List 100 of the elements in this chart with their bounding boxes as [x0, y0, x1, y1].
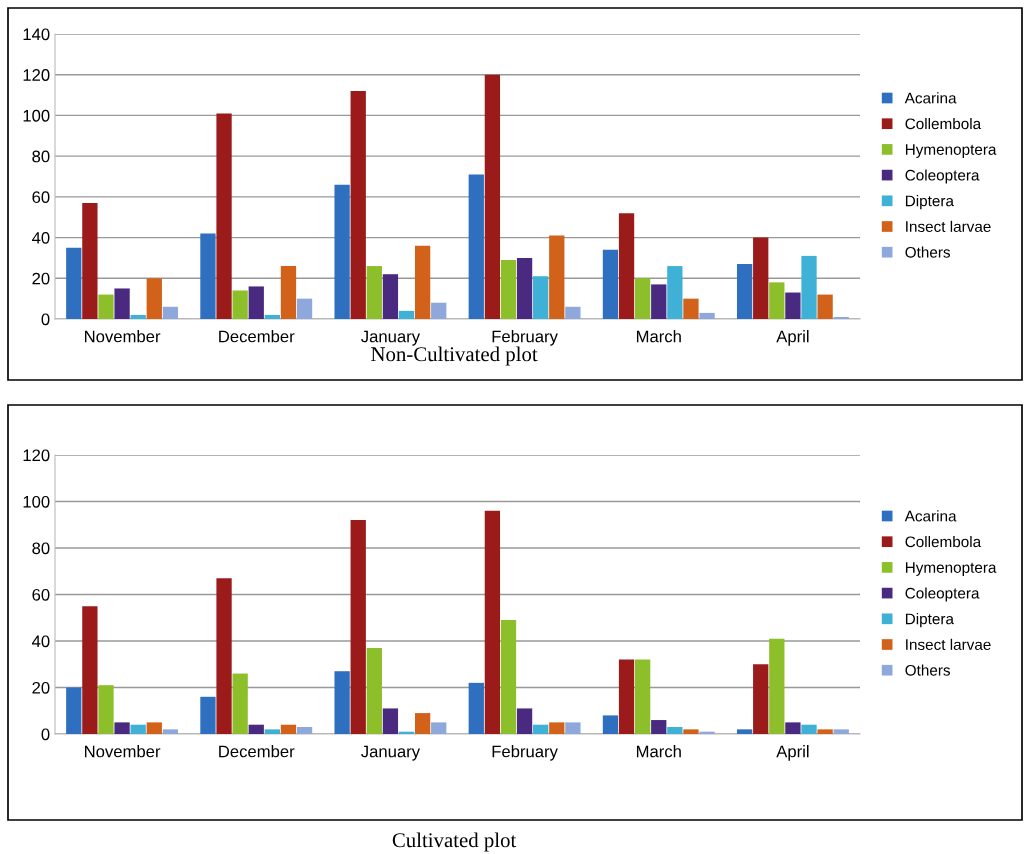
bar: [533, 724, 549, 734]
x-tick-label: January: [361, 745, 421, 761]
legend-label: Collembola: [905, 535, 982, 548]
bar: [468, 682, 484, 734]
bar: [350, 520, 366, 734]
y-tick-label: 60: [32, 588, 50, 601]
x-tick-label: April: [776, 330, 809, 346]
x-tick-label: February: [492, 745, 558, 761]
bar: [382, 708, 399, 734]
x-tick-label: March: [636, 330, 681, 343]
bar: [200, 233, 216, 319]
bar: [130, 314, 146, 319]
bar: [431, 302, 447, 319]
y-tick-label: 20: [32, 681, 50, 694]
legend-label: Coleoptera: [905, 169, 980, 184]
bar: [82, 202, 98, 319]
bar: [565, 306, 581, 319]
bar: [785, 722, 801, 734]
bar: [366, 266, 382, 319]
y-tick-label: 40: [31, 231, 50, 244]
bar: [130, 724, 146, 734]
y-tick-label: 100: [23, 495, 50, 508]
y-tick-label: 40: [31, 635, 50, 648]
bar: [516, 257, 533, 319]
x-tick-label: February: [492, 330, 558, 346]
bar: [618, 659, 635, 734]
bar: [801, 724, 817, 734]
bar: [484, 74, 501, 319]
bar: [500, 620, 517, 734]
bar: [382, 274, 399, 319]
bar: [114, 288, 130, 319]
bar: [817, 729, 833, 734]
bar: [683, 729, 699, 734]
bar: [162, 306, 179, 319]
y-tick-label: 120: [23, 69, 50, 81]
bar: [431, 722, 447, 734]
bar: [833, 316, 849, 319]
bar: [602, 715, 619, 734]
bar: [651, 720, 667, 734]
bar: [549, 722, 565, 734]
bar: [366, 647, 382, 734]
bar: [468, 174, 484, 319]
bar: [114, 722, 130, 734]
bar: [801, 255, 817, 319]
bar: [146, 722, 162, 734]
bar: [280, 266, 297, 319]
y-tick-label: 80: [32, 542, 50, 555]
bar: [533, 276, 549, 319]
bar: [414, 245, 431, 319]
x-tick-label: January: [361, 330, 421, 346]
legend-label: Others: [905, 246, 951, 258]
legend-label: Coleoptera: [905, 587, 980, 602]
text: Non-Cultivated plot: [371, 346, 538, 366]
bar: [785, 292, 801, 319]
legend-label: Acarina: [904, 510, 957, 522]
bar: [769, 282, 785, 319]
legend-label: Hymenoptera: [905, 562, 997, 576]
bar: [699, 312, 715, 319]
text: Cultivated plot: [392, 832, 517, 852]
legend-label: Insect larvae: [906, 220, 991, 232]
bar: [216, 113, 232, 319]
bar: [667, 266, 683, 319]
bar: [635, 278, 651, 319]
bar: [334, 184, 350, 319]
bar: [232, 673, 248, 734]
x-tick-label: December: [219, 330, 295, 343]
bar: [98, 685, 114, 734]
bar: [736, 729, 753, 734]
legend-label: Acarina: [904, 92, 957, 104]
bar: [516, 708, 533, 734]
bar: [216, 578, 232, 734]
bar: [296, 298, 313, 319]
bar: [200, 696, 216, 734]
bar: [683, 298, 699, 319]
bar: [398, 310, 415, 319]
y-tick-label: 0: [41, 313, 50, 326]
bar: [484, 510, 501, 734]
y-tick-label: 0: [41, 728, 50, 741]
bar: [66, 247, 82, 319]
legend-label: Hymenoptera: [905, 144, 997, 158]
bar: [769, 638, 785, 734]
bar: [753, 237, 769, 319]
bar: [146, 278, 162, 319]
bar: [833, 729, 849, 734]
bar: [549, 235, 565, 319]
legend-label: Others: [905, 664, 951, 676]
bar: [232, 290, 248, 319]
bar: [264, 729, 280, 734]
bar: [280, 724, 297, 734]
bar: [248, 286, 264, 319]
bar: [565, 722, 581, 734]
bar: [667, 727, 683, 734]
bar: [248, 724, 264, 734]
x-tick-label: December: [219, 745, 295, 758]
bar: [651, 284, 667, 319]
y-tick-label: 20: [32, 272, 50, 285]
bar: [602, 249, 619, 319]
x-tick-label: November: [85, 745, 161, 758]
bar: [817, 294, 833, 319]
legend-label: Collembola: [905, 117, 982, 130]
